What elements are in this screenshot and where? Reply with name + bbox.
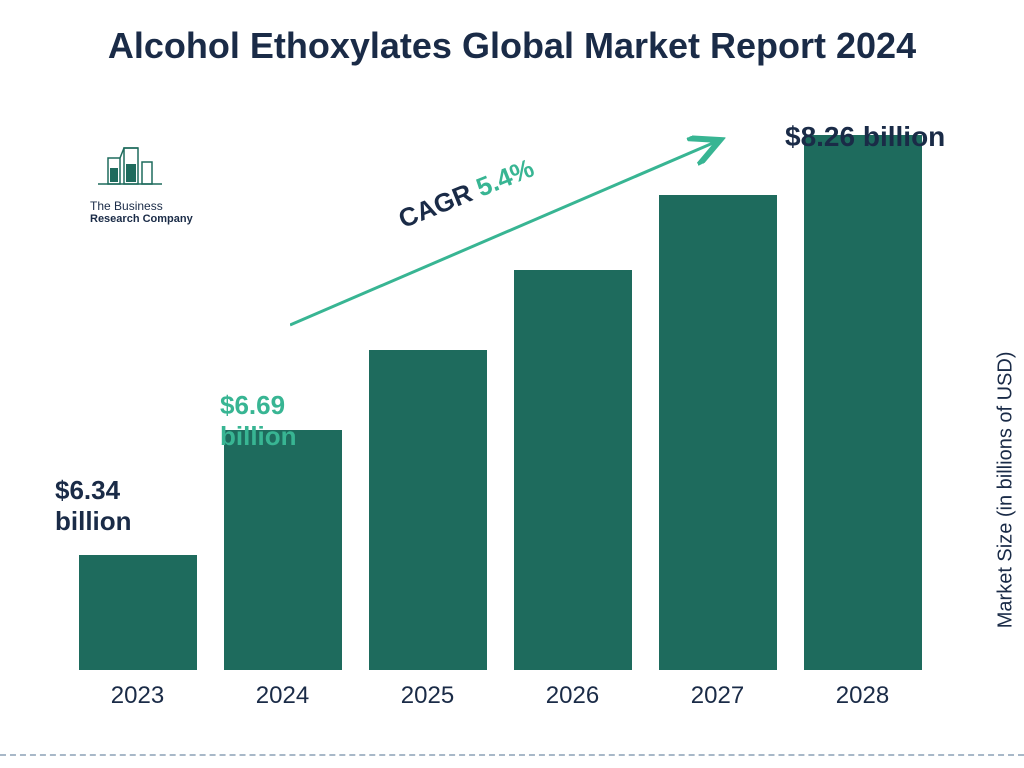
chart-title: Alcohol Ethoxylates Global Market Report… bbox=[0, 0, 1024, 67]
bars-container bbox=[65, 150, 935, 670]
callout-2028: $8.26 billion bbox=[785, 120, 945, 154]
xlabel-2025: 2025 bbox=[363, 682, 493, 710]
callout-2023: $6.34 billion bbox=[55, 475, 132, 537]
callout-2024: $6.69 billion bbox=[220, 390, 297, 452]
bar-2028 bbox=[804, 135, 922, 670]
y-axis-label: Market Size (in billions of USD) bbox=[995, 352, 1018, 629]
bar-2027 bbox=[659, 195, 777, 670]
xlabel-2024: 2024 bbox=[218, 682, 348, 710]
xlabel-2023: 2023 bbox=[73, 682, 203, 710]
bar-2023 bbox=[79, 555, 197, 670]
xlabel-2026: 2026 bbox=[508, 682, 638, 710]
bar-2026 bbox=[514, 270, 632, 670]
bar-2025 bbox=[369, 350, 487, 670]
xlabel-2027: 2027 bbox=[653, 682, 783, 710]
xlabel-2028: 2028 bbox=[798, 682, 928, 710]
x-axis-labels: 2023 2024 2025 2026 2027 2028 bbox=[65, 682, 935, 710]
bottom-divider bbox=[0, 754, 1024, 756]
chart-area: 2023 2024 2025 2026 2027 2028 bbox=[65, 130, 935, 710]
bar-2024 bbox=[224, 430, 342, 670]
